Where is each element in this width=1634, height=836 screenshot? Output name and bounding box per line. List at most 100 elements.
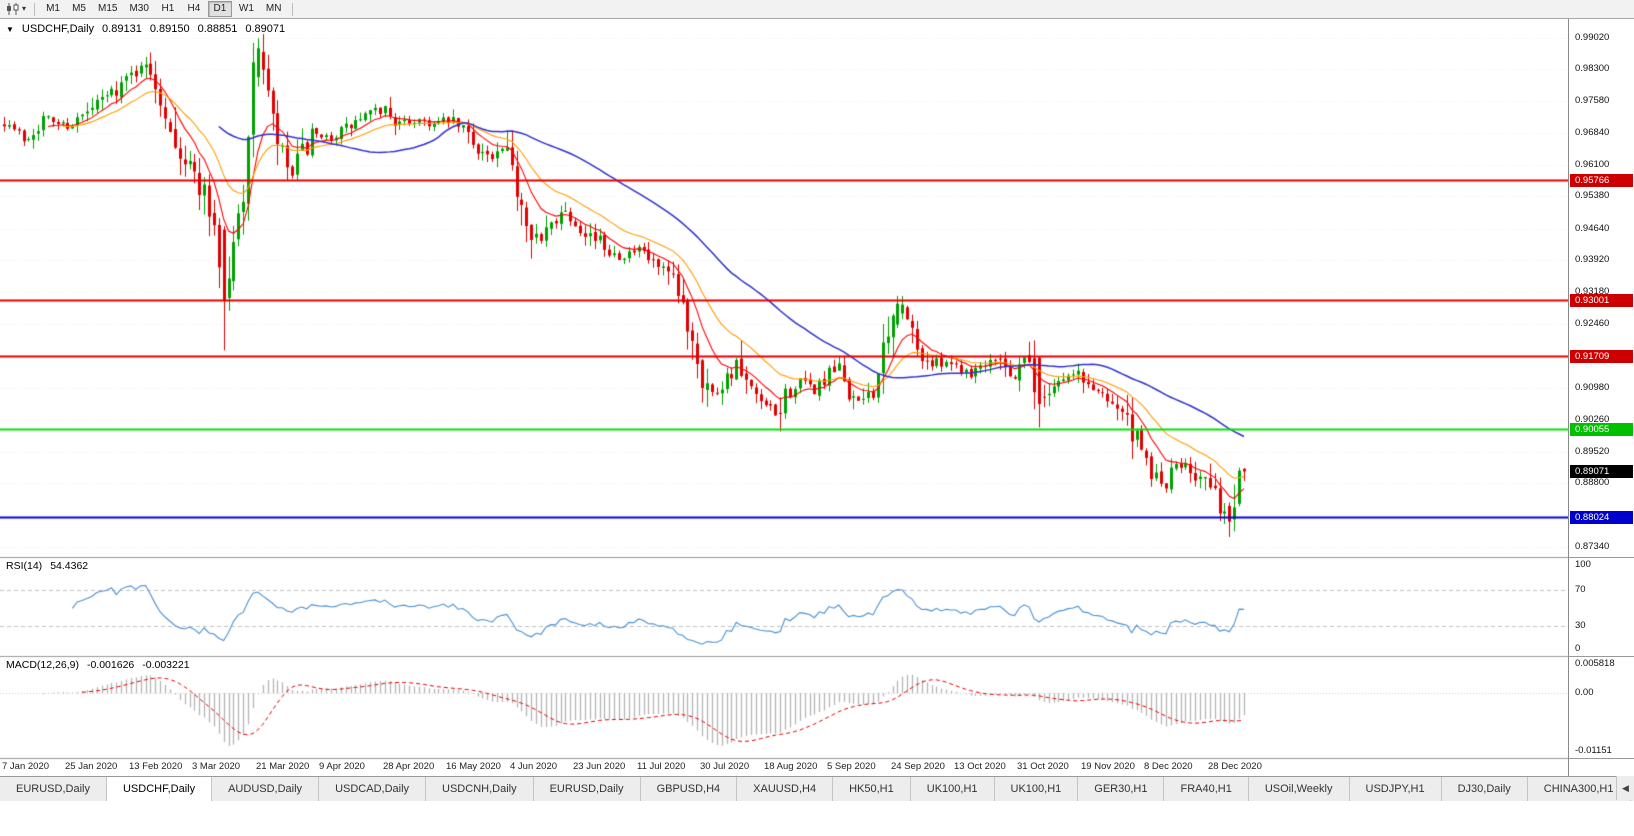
timeframe-button-m15[interactable]: M15 [93,1,122,17]
price-chart-canvas[interactable] [0,19,1568,776]
chart-tab[interactable]: GBPUSD,H4 [640,777,738,801]
panel-separator [1569,656,1634,657]
timeframe-button-h1[interactable]: H1 [156,1,180,17]
timeframe-button-m1[interactable]: M1 [41,1,65,17]
date-axis-label: 25 Jan 2020 [65,761,118,772]
chart-tab[interactable]: DJ30,Daily [1441,777,1528,801]
price-axis-label: 0.96100 [1575,159,1610,170]
timeframe-button-m5[interactable]: M5 [67,1,91,17]
timeframe-button-d1[interactable]: D1 [207,1,232,17]
date-axis-label: 18 Aug 2020 [764,761,818,772]
date-axis-label: 31 Oct 2020 [1017,761,1069,772]
price-level-badge: 0.93001 [1570,294,1633,307]
date-axis-label: 19 Nov 2020 [1081,761,1135,772]
date-axis-label: 3 Mar 2020 [192,761,241,772]
chart-tab[interactable]: AUDUSD,Daily [212,777,320,801]
price-axis-label: 0.90260 [1575,414,1610,425]
candlestick-chart-icon [7,3,19,15]
collapse-triangle-icon[interactable]: ▼ [6,24,14,34]
chart-open-value: 0.89131 [102,23,142,35]
timeframe-toolbar: ▾ M1 M5 M15 M30 H1 H4 D1 W1 MN [0,0,1634,19]
time-axis[interactable]: 7 Jan 2020 25 Jan 2020 13 Feb 2020 3 Mar 20… [0,761,1568,776]
price-axis-label: 0.89520 [1575,446,1610,457]
chart-tab[interactable]: EURUSD,Daily [0,777,107,801]
macd-axis-label: -0.01151 [1575,745,1612,756]
price-axis-label: 0.98300 [1575,63,1610,74]
price-axis-label: 0.94640 [1575,223,1610,234]
rsi-axis-label: 100 [1575,559,1591,570]
date-axis-label: 11 Jul 2020 [637,761,686,772]
tab-scroll-left-icon[interactable]: ◀ [1616,776,1634,800]
panel-separator [1569,557,1634,558]
date-axis-label: 13 Feb 2020 [129,761,183,772]
chart-high-value: 0.89150 [149,23,190,35]
date-axis-label: 21 Mar 2020 [256,761,310,772]
rsi-axis-label: 70 [1575,584,1586,595]
date-axis-label: 28 Apr 2020 [383,761,435,772]
price-axis-label: 0.96840 [1575,127,1610,138]
chart-tab[interactable]: USDCAD,Daily [319,777,427,801]
chart-title: ▼ USDCHF,Daily 0.89131 0.89150 0.88851 0… [6,23,285,35]
chart-tab[interactable]: FRA40,H1 [1164,777,1249,801]
timeframe-button-h4[interactable]: H4 [182,1,206,17]
date-axis-label: 23 Jun 2020 [573,761,626,772]
chevron-down-icon: ▾ [22,4,27,13]
date-axis-label: 16 May 2020 [446,761,501,772]
macd-indicator-label: MACD(12,26,9) -0.001626 -0.003221 [6,659,190,671]
price-axis-label: 0.97580 [1575,95,1610,106]
timeframe-button-w1[interactable]: W1 [234,1,259,17]
toolbar-separator [292,2,294,16]
date-axis-label: 24 Sep 2020 [891,761,945,772]
price-axis-label: 0.93180 [1575,286,1610,297]
chart-tab-active[interactable]: USDCHF,Daily [106,777,213,801]
rsi-indicator-label: RSI(14) 54.4362 [6,560,88,572]
price-axis-label: 0.88800 [1575,477,1610,488]
chart-type-button[interactable]: ▾ [3,1,29,17]
chart-window: ▼ USDCHF,Daily 0.89131 0.89150 0.88851 0… [0,19,1634,776]
price-axis-label: 0.99020 [1575,32,1610,43]
date-axis-label: 13 Oct 2020 [954,761,1006,772]
rsi-axis-label: 30 [1575,620,1586,631]
chart-tab[interactable]: EURUSD,Daily [533,777,641,801]
macd-signal-value: -0.003221 [142,659,190,671]
toolbar-separator [34,2,36,16]
macd-axis-label: 0.00 [1575,687,1594,698]
chart-tab[interactable]: UK100,H1 [910,777,995,801]
date-axis-label: 8 Dec 2020 [1144,761,1193,772]
chart-tab[interactable]: UK100,H1 [994,777,1079,801]
chart-tab[interactable]: USDCNH,Daily [426,777,534,801]
panel-separator [1569,758,1634,759]
macd-main-value: -0.001626 [86,659,135,671]
chart-low-value: 0.88851 [197,23,238,35]
rsi-name: RSI(14) [6,560,43,572]
timeframe-button-m30[interactable]: M30 [124,1,153,17]
price-axis[interactable]: 0.99020 0.98300 0.97580 0.96840 0.96100 0.953… [1568,19,1634,776]
chart-tab[interactable]: CHINA300,H1 [1527,777,1631,801]
chart-symbol-period: USDCHF,Daily [21,23,95,35]
price-axis-label: 0.92460 [1575,318,1610,329]
timeframe-button-group: M1 M5 M15 M30 H1 H4 D1 W1 MN [40,1,287,17]
price-level-badge: 0.88024 [1570,511,1633,524]
rsi-axis-label: 0 [1575,643,1581,654]
macd-name: MACD(12,26,9) [6,659,79,671]
date-axis-label: 5 Sep 2020 [827,761,876,772]
price-level-badge: 0.95766 [1570,174,1633,187]
chart-tabbar: EURUSD,Daily USDCHF,Daily AUDUSD,Daily USDC… [0,776,1634,801]
macd-axis-label: 0.005818 [1575,658,1615,669]
price-axis-label: 0.90980 [1575,382,1610,393]
chart-close-value: 0.89071 [245,23,286,35]
current-price-badge: 0.89071 [1570,465,1633,478]
chart-tab[interactable]: XAUUSD,H4 [737,777,834,801]
chart-tab[interactable]: GER30,H1 [1078,777,1165,801]
price-level-badge: 0.91709 [1570,350,1633,363]
timeframe-button-mn[interactable]: MN [261,1,287,17]
price-axis-label: 0.95380 [1575,190,1610,201]
date-axis-label: 4 Jun 2020 [510,761,558,772]
date-axis-label: 30 Jul 2020 [700,761,750,772]
price-level-badge: 0.90055 [1570,423,1633,436]
date-axis-label: 28 Dec 2020 [1208,761,1262,772]
chart-tab[interactable]: HK50,H1 [833,777,911,801]
chart-tab[interactable]: USDJPY,H1 [1349,777,1442,801]
price-axis-label: 0.93920 [1575,254,1610,265]
chart-tab[interactable]: USOil,Weekly [1248,777,1350,801]
